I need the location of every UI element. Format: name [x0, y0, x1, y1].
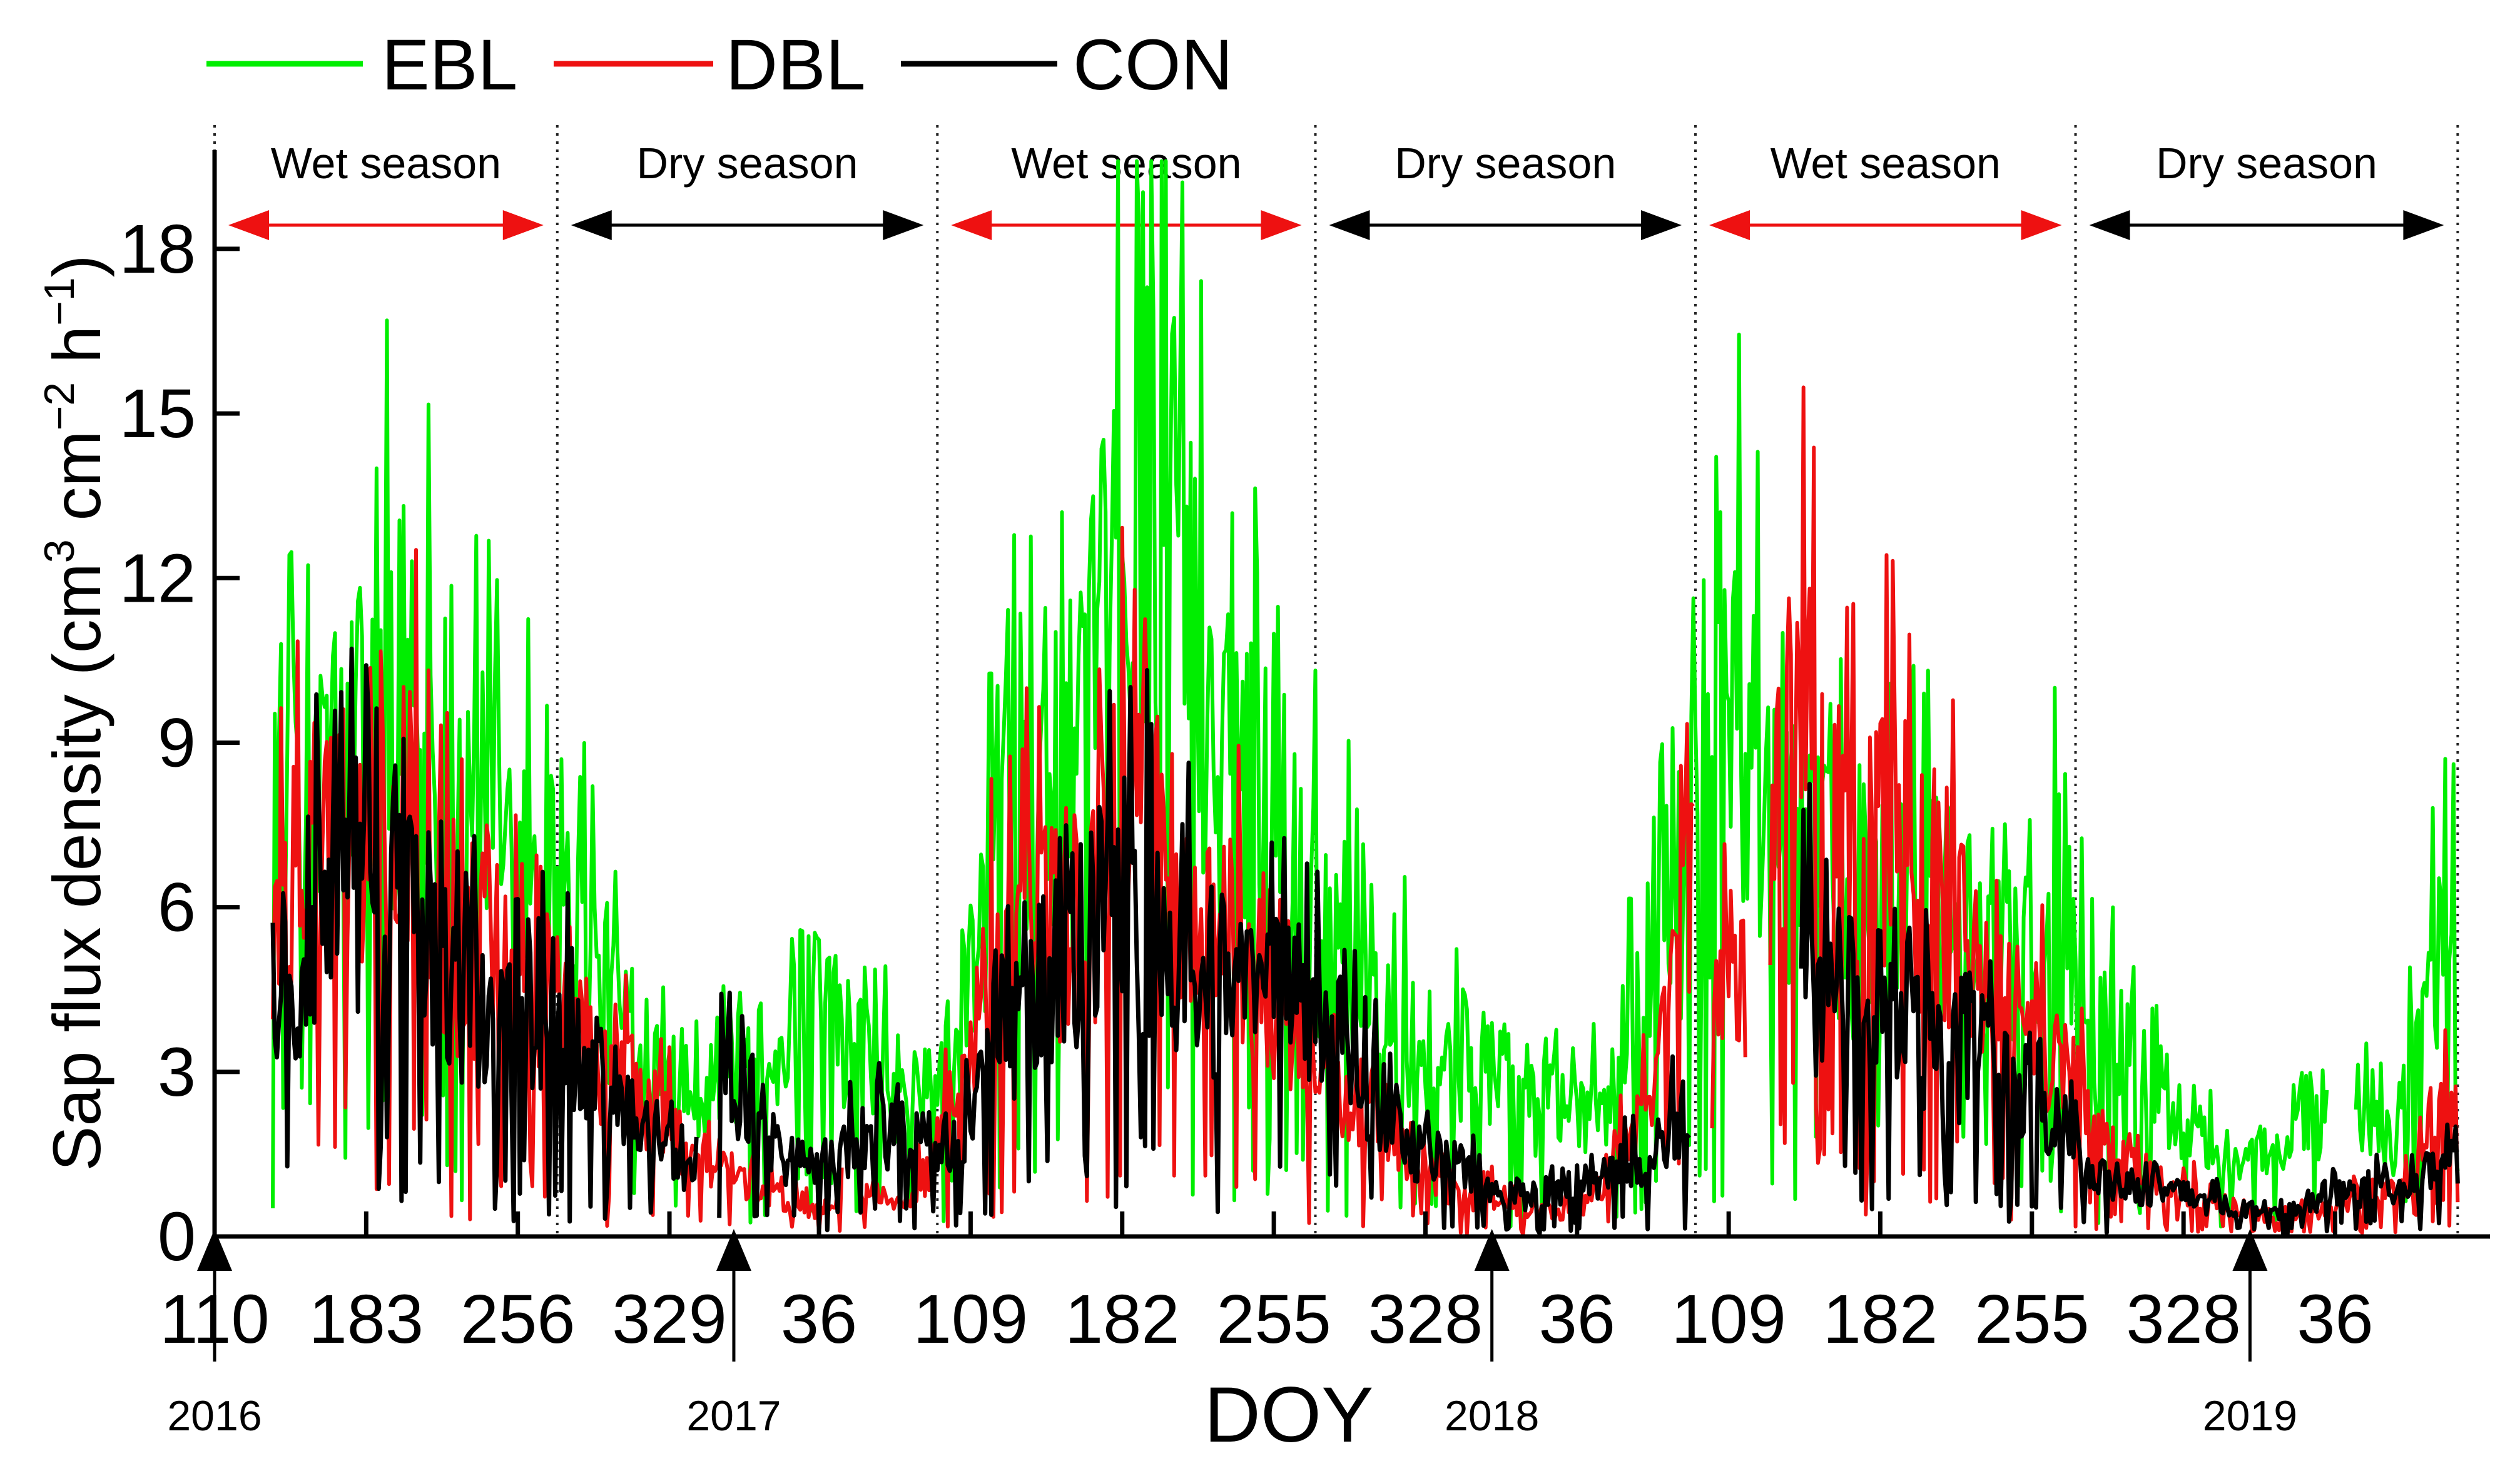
- season-label-0: Wet season: [271, 139, 501, 188]
- x-tick-label-9: 36: [1539, 1281, 1615, 1358]
- season-label-1: Dry season: [637, 139, 858, 188]
- year-marker-arrow-2: [1474, 1229, 1510, 1271]
- season-arrow-left-5: [2089, 210, 2130, 240]
- x-axis-title: DOY: [1204, 1372, 1374, 1458]
- x-tick-label-6: 182: [1065, 1281, 1180, 1358]
- season-arrow-right-3: [1641, 210, 1682, 240]
- y-tick-label-18: 18: [119, 211, 196, 288]
- x-tick-label-2: 256: [460, 1281, 576, 1358]
- season-arrow-left-4: [1709, 210, 1750, 240]
- x-tick-label-5: 109: [913, 1281, 1029, 1358]
- y-axis-title: Sap flux density (cm3 cm−2 h−1): [36, 255, 114, 1171]
- season-arrow-left-3: [1329, 210, 1370, 240]
- year-marker-arrow-1: [716, 1229, 751, 1271]
- y-tick-label-0: 0: [158, 1198, 196, 1275]
- year-label-2018: 2018: [1445, 1392, 1539, 1440]
- legend: EBL DBL CON: [206, 25, 1233, 105]
- x-tick-label-13: 328: [2126, 1281, 2241, 1358]
- legend-label-dbl: DBL: [726, 25, 866, 105]
- y-tick-label-6: 6: [158, 869, 196, 946]
- year-marker-arrow-0: [197, 1229, 232, 1271]
- x-tick-label-7: 255: [1216, 1281, 1331, 1358]
- x-tick-label-3: 329: [612, 1281, 727, 1358]
- y-tick-label-15: 15: [119, 375, 196, 452]
- x-tick-label-12: 255: [1974, 1281, 2090, 1358]
- season-arrow-left-2: [951, 210, 992, 240]
- year-label-2016: 2016: [167, 1392, 262, 1440]
- season-annotations: Wet season Dry season Wet season Dry season…: [228, 139, 2444, 240]
- y-tick-label-3: 3: [158, 1034, 196, 1111]
- season-label-3: Dry season: [1395, 139, 1616, 188]
- x-tick-label-8: 328: [1368, 1281, 1483, 1358]
- y-tick-label-9: 9: [158, 704, 196, 781]
- x-tick-label-1: 183: [309, 1281, 424, 1358]
- season-label-5: Dry season: [2156, 139, 2377, 188]
- legend-label-con: CON: [1073, 25, 1233, 105]
- y-tick-label-12: 12: [119, 540, 196, 617]
- season-arrow-left-0: [228, 210, 269, 240]
- x-tick-label-14: 36: [2297, 1281, 2373, 1358]
- series-layer: [270, 159, 2460, 1237]
- season-arrow-right-4: [2021, 210, 2062, 240]
- year-markers: 2016 2017 2018 2019: [167, 1229, 2297, 1440]
- year-label-2017: 2017: [686, 1392, 781, 1440]
- x-tick-label-11: 182: [1823, 1281, 1938, 1358]
- season-label-2: Wet season: [1011, 139, 1241, 188]
- year-marker-arrow-3: [2232, 1229, 2268, 1271]
- season-arrow-right-0: [502, 210, 544, 240]
- year-label-2019: 2019: [2203, 1392, 2297, 1440]
- season-arrow-right-1: [883, 210, 924, 240]
- series-line-con: [270, 646, 2460, 1237]
- season-arrow-left-1: [571, 210, 612, 240]
- x-tick-label-4: 36: [781, 1281, 857, 1358]
- season-arrow-right-5: [2403, 210, 2444, 240]
- y-axis-title-group: Sap flux density (cm3 cm−2 h−1): [36, 255, 114, 1171]
- season-label-4: Wet season: [1771, 139, 2001, 188]
- season-arrow-right-2: [1261, 210, 1302, 240]
- x-tick-label-10: 109: [1671, 1281, 1786, 1358]
- legend-label-ebl: EBL: [382, 25, 517, 105]
